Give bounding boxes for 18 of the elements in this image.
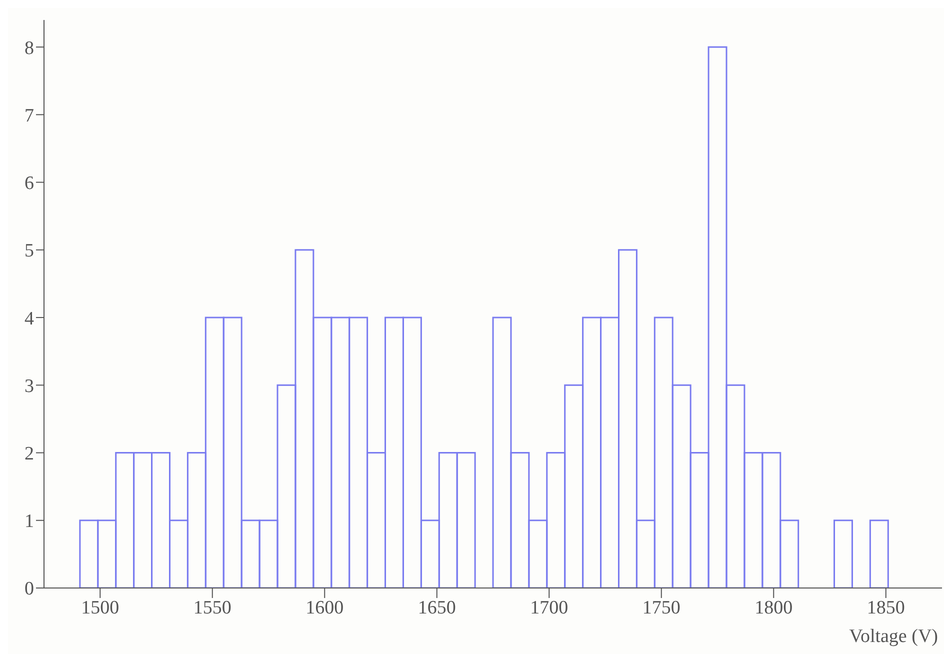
x-tick-label: 1600 bbox=[306, 597, 344, 618]
x-tick-label: 1850 bbox=[866, 597, 905, 618]
x-tick-label: 1500 bbox=[81, 597, 120, 618]
y-tick-label: 2 bbox=[24, 444, 34, 465]
y-tick-label: 6 bbox=[24, 173, 34, 194]
x-axis-title: Voltage (V) bbox=[849, 626, 938, 647]
x-tick-label: 1700 bbox=[530, 597, 568, 618]
y-tick-label: 1 bbox=[24, 511, 34, 532]
y-tick-label: 7 bbox=[24, 105, 34, 126]
y-tick-label: 5 bbox=[24, 240, 34, 262]
x-tick-label: 1750 bbox=[642, 597, 680, 618]
y-tick-label: 3 bbox=[24, 376, 34, 397]
x-tick-label: 1550 bbox=[193, 597, 232, 618]
y-tick-label: 8 bbox=[24, 38, 34, 59]
y-tick-label: 0 bbox=[24, 578, 34, 600]
y-tick-label: 4 bbox=[24, 308, 34, 330]
x-tick-label: 1800 bbox=[754, 597, 793, 618]
x-tick-label: 1650 bbox=[418, 597, 456, 618]
